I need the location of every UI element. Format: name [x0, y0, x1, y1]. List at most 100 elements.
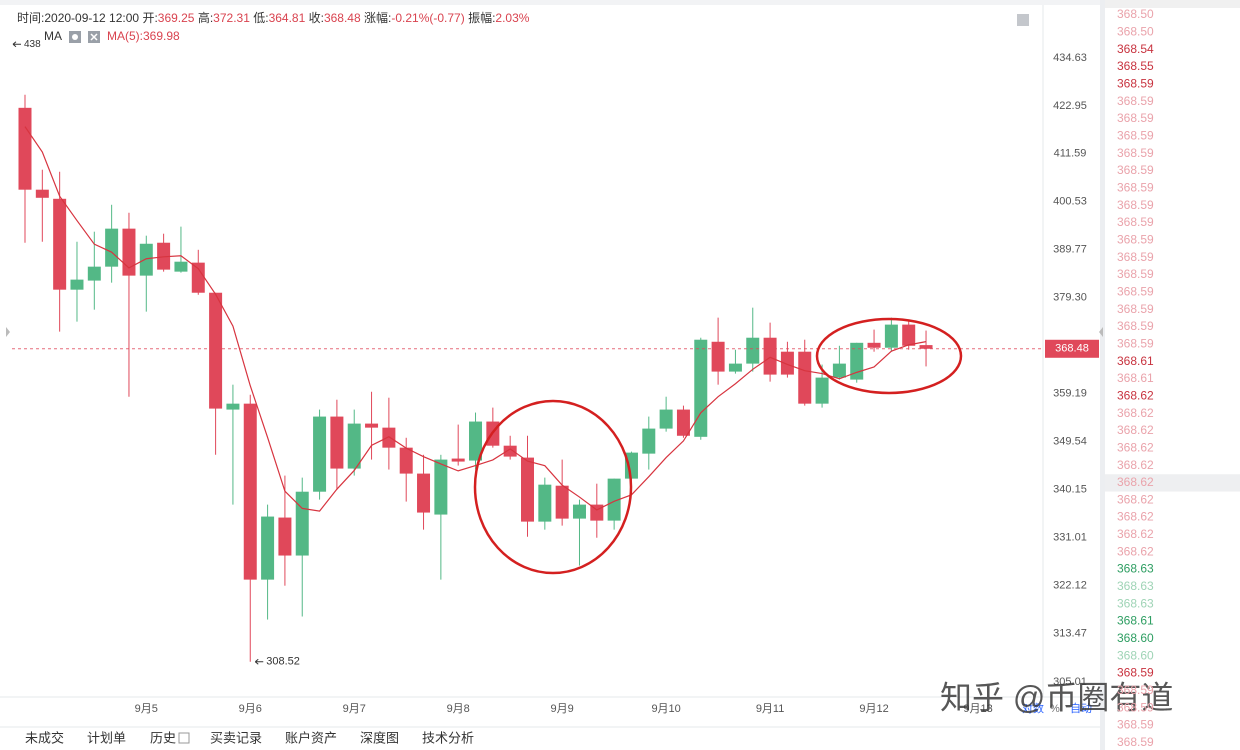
trade-price: 368.59	[1117, 111, 1154, 125]
amplitude: 2.03%	[495, 11, 529, 25]
selected-row	[1105, 474, 1240, 492]
x-tick-label: 9月11	[756, 703, 785, 715]
candle-body	[330, 416, 344, 469]
candle-body	[70, 279, 84, 290]
tab-bar: 未成交 计划单 历史 买卖记录 账户资产 深度图 技术分析	[25, 730, 474, 745]
ma-legend: MA(5):369.98	[107, 29, 180, 43]
candle-body	[815, 377, 829, 404]
collapse-right[interactable]	[1099, 327, 1103, 337]
candle-body	[850, 342, 864, 380]
trade-price: 368.59	[1117, 128, 1154, 142]
trade-price: 368.54	[1117, 42, 1154, 56]
ma-line	[24, 126, 927, 512]
candle-body	[313, 416, 327, 492]
y-tick-label: 359.19	[1053, 388, 1087, 400]
tab[interactable]: 买卖记录	[210, 730, 262, 745]
candle-body	[572, 504, 586, 519]
header-info: 时间:2020-09-12 12:00 开:369.25 高:372.31 低:…	[17, 10, 530, 25]
ma-value: 369.98	[143, 29, 180, 43]
percent-toggle[interactable]: %	[1050, 703, 1060, 715]
candle-body	[763, 337, 777, 375]
collapse-left[interactable]	[6, 327, 10, 337]
trade-price: 368.62	[1117, 406, 1154, 420]
candle-body	[157, 242, 171, 270]
trade-price: 368.59	[1117, 163, 1154, 177]
candle-body	[209, 292, 223, 409]
candle-body	[867, 342, 881, 348]
close-icon-x	[90, 33, 98, 41]
candle-body	[780, 351, 794, 375]
trade-price: 368.62	[1117, 527, 1154, 541]
tab[interactable]: 历史	[150, 730, 176, 745]
candle-body	[295, 491, 309, 556]
min-label: 308.52	[266, 656, 300, 668]
trade-price: 368.62	[1117, 423, 1154, 437]
candle-body	[139, 243, 153, 276]
indicator-label[interactable]: MA	[44, 29, 62, 43]
trade-price: 368.59	[1117, 302, 1154, 316]
candle-body	[434, 459, 448, 515]
trade-price: 368.59	[1117, 232, 1154, 246]
y-tick-label: 331.01	[1053, 532, 1087, 544]
tab[interactable]: 技术分析	[422, 730, 474, 745]
log-toggle[interactable]: 对数	[1022, 701, 1044, 715]
y-tick-label: 322.12	[1053, 580, 1087, 592]
candle-body	[728, 363, 742, 372]
y-tick-label: 305.01	[1053, 676, 1087, 688]
trade-price: 368.59	[1117, 146, 1154, 160]
trade-price: 368.59	[1117, 336, 1154, 350]
high: 372.31	[213, 11, 250, 25]
tab[interactable]: 深度图	[360, 730, 399, 745]
trade-price: 368.61	[1117, 371, 1154, 385]
trade-price: 368.63	[1117, 596, 1154, 610]
candle-body	[226, 403, 240, 410]
auto-toggle[interactable]: 自动	[1070, 702, 1092, 715]
trade-price: 368.62	[1117, 458, 1154, 472]
trade-price: 368.62	[1117, 440, 1154, 454]
x-tick-label: 9月9	[551, 703, 574, 715]
trade-price: 368.50	[1117, 25, 1154, 39]
trade-price: 368.59	[1117, 267, 1154, 281]
candle-body	[451, 458, 465, 462]
tab[interactable]: 未成交	[25, 730, 64, 745]
y-tick-label: 434.63	[1053, 52, 1087, 64]
close: 368.48	[324, 11, 361, 25]
candle-body	[35, 189, 49, 198]
candle-body	[694, 339, 708, 437]
tab[interactable]: 账户资产	[285, 730, 337, 745]
highlight-circle	[473, 399, 633, 575]
highlight-circle	[815, 317, 963, 395]
trade-price: 368.59	[1117, 683, 1154, 697]
trade-price: 368.59	[1117, 76, 1154, 90]
tab[interactable]: 计划单	[87, 730, 126, 745]
candle-body	[382, 427, 396, 448]
trade-price: 368.62	[1117, 544, 1154, 558]
trade-price: 368.63	[1117, 562, 1154, 576]
trade-price: 368.62	[1117, 475, 1154, 489]
trade-price: 368.63	[1117, 579, 1154, 593]
candle-body	[624, 452, 638, 479]
candle-body	[521, 457, 534, 522]
last-price-box	[1045, 339, 1099, 358]
fullscreen-icon[interactable]	[1017, 14, 1029, 26]
change-label: 涨幅:	[364, 10, 391, 25]
high-label: 高:	[198, 10, 213, 25]
candle-body	[122, 228, 136, 276]
watermark: 知乎 @币圈有道	[940, 679, 1173, 715]
candle-body	[417, 473, 431, 513]
trade-price: 368.59	[1117, 735, 1154, 749]
candle-body	[676, 409, 690, 436]
candle-body	[711, 341, 725, 372]
trade-price: 368.55	[1117, 59, 1154, 73]
x-tick-label: 9月5	[135, 703, 158, 715]
candle-body	[191, 262, 205, 293]
x-tick-label: 9月10	[651, 703, 680, 715]
trade-price: 368.59	[1117, 284, 1154, 298]
candle-body	[659, 409, 673, 429]
trade-price: 368.60	[1117, 648, 1154, 662]
trade-price: 368.50	[1117, 7, 1154, 21]
candle-body	[642, 428, 656, 454]
trade-price: 368.59	[1117, 180, 1154, 194]
trade-price: 368.59	[1117, 718, 1154, 732]
